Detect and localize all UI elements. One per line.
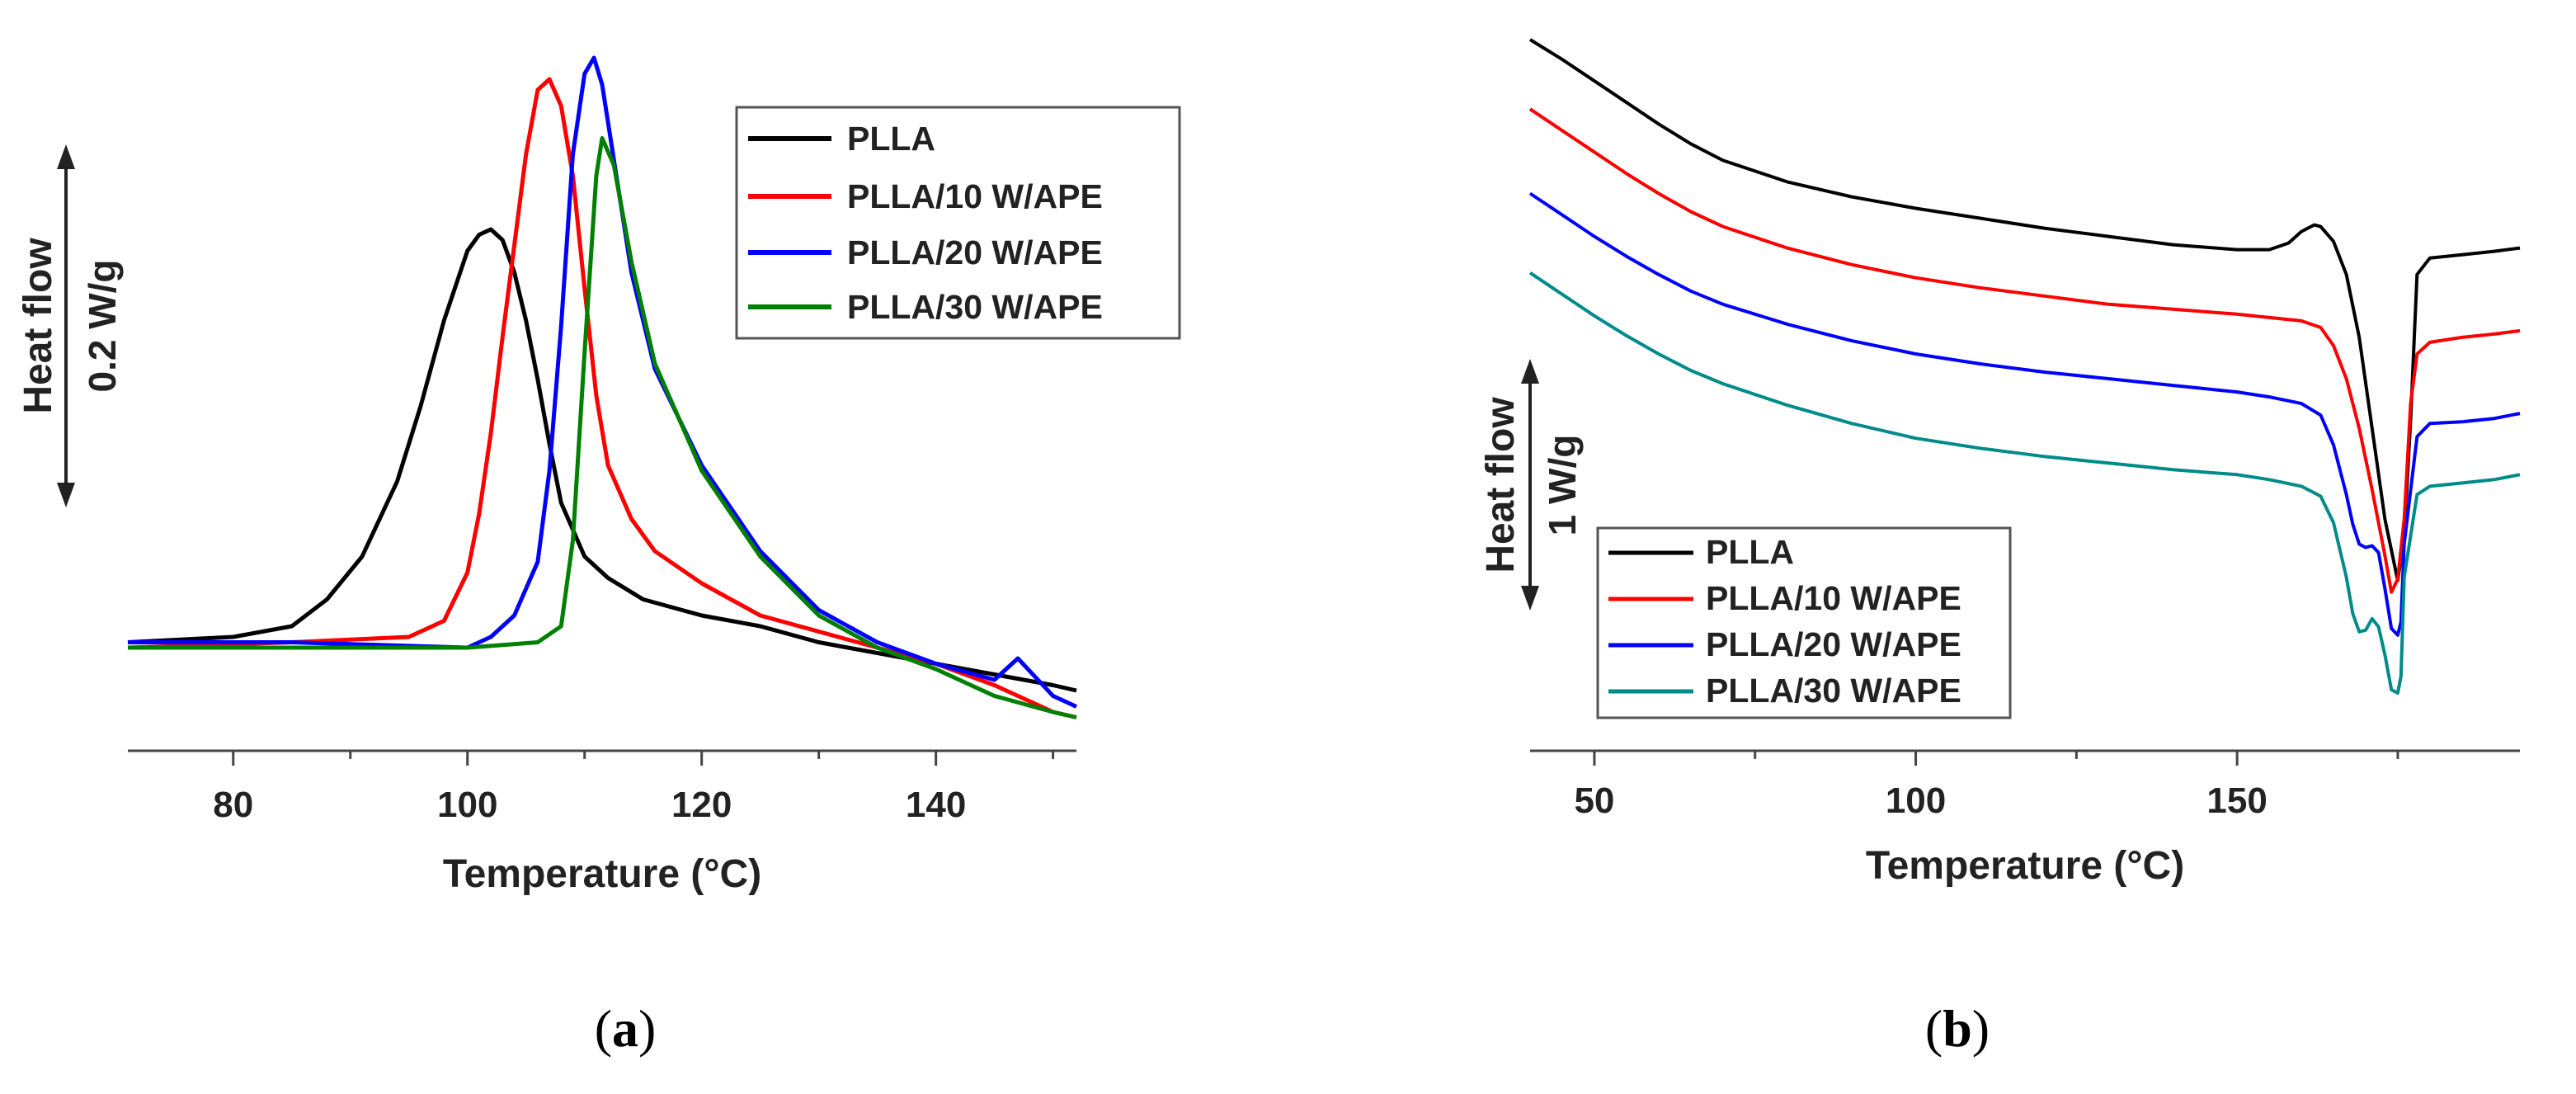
panel-b-legend: PLLA PLLA/10 W/APE PLLA/20 W/APE PLLA/30…	[1596, 526, 2012, 719]
panel-b-tick-label-1: 100	[1886, 780, 1946, 821]
panel-a-scale-arrow-down	[57, 483, 75, 507]
panel-a-x-axis-title: Temperature (°C)	[443, 852, 761, 896]
panel-a-series-lines	[127, 55, 1078, 719]
panel-b-scale-arrow-up	[1521, 359, 1539, 384]
panel-b-legend-box	[1596, 526, 2012, 719]
panel-b-tick-label-0: 50	[1574, 780, 1614, 821]
panel-b-legend-label-3: PLLA/30 W/APE	[1706, 672, 1961, 710]
panel-b-line-plla-30	[1528, 271, 2521, 695]
panel-b-x-axis-title: Temperature (°C)	[1866, 844, 2184, 888]
panel-a-tick-label-0: 80	[213, 785, 253, 825]
panel-a-tick-label-1: 100	[437, 785, 497, 825]
panel-b: 50 100 150 Temperature (°C) Heat flow 1 …	[1479, 38, 2521, 1058]
panel-a-scale-bar: Heat flow 0.2 W/g	[16, 144, 124, 507]
panel-b-line-plla-10	[1528, 107, 2521, 594]
panel-a-tick-label-2: 120	[671, 785, 732, 825]
panel-a-x-tick-labels: 80 100 120 140	[213, 785, 966, 825]
panel-b-line-plla	[1528, 38, 2521, 582]
panel-b-legend-label-1: PLLA/10 W/APE	[1706, 579, 1961, 617]
panel-a-legend-box	[735, 106, 1181, 340]
panel-b-series-lines	[1528, 38, 2521, 695]
panel-a-line-plla	[127, 227, 1077, 693]
panel-a-line-plla-20	[128, 55, 1078, 709]
panel-a-legend-label-1: PLLA/10 W/APE	[847, 177, 1103, 215]
panel-a-x-ticks	[232, 751, 1055, 766]
panel-a: 80 100 120 140 Temperature (°C) Heat flo…	[16, 55, 1181, 1058]
panel-b-scale-label: 1 W/g	[1541, 435, 1584, 536]
panel-b-legend-label-2: PLLA/20 W/APE	[1706, 625, 1961, 663]
panel-a-legend-label-3: PLLA/30 W/APE	[847, 288, 1103, 326]
panel-b-x-tick-labels: 50 100 150	[1574, 780, 2267, 821]
panel-a-legend-label-2: PLLA/20 W/APE	[847, 233, 1103, 271]
panel-a-y-axis-title: Heat flow	[16, 238, 60, 414]
panel-b-x-ticks	[1593, 751, 2399, 766]
panel-a-line-plla-30	[128, 136, 1077, 719]
panel-b-label: (b)	[1925, 999, 1990, 1058]
panel-b-scale-arrow-down	[1521, 586, 1539, 611]
panel-b-y-axis-title: Heat flow	[1479, 397, 1523, 573]
panel-a-legend-label-0: PLLA	[847, 120, 935, 158]
panel-a-legend: PLLA PLLA/10 W/APE PLLA/20 W/APE PLLA/30…	[735, 106, 1181, 340]
panel-a-scale-arrow-up	[57, 144, 75, 169]
panel-b-legend-label-0: PLLA	[1706, 533, 1794, 571]
panel-a-label: (a)	[595, 999, 657, 1058]
panel-a-scale-label: 0.2 W/g	[81, 259, 124, 392]
panel-b-scale-bar: Heat flow 1 W/g	[1479, 359, 1584, 611]
panel-b-tick-label-2: 150	[2206, 780, 2267, 821]
panel-a-tick-label-3: 140	[906, 785, 966, 825]
